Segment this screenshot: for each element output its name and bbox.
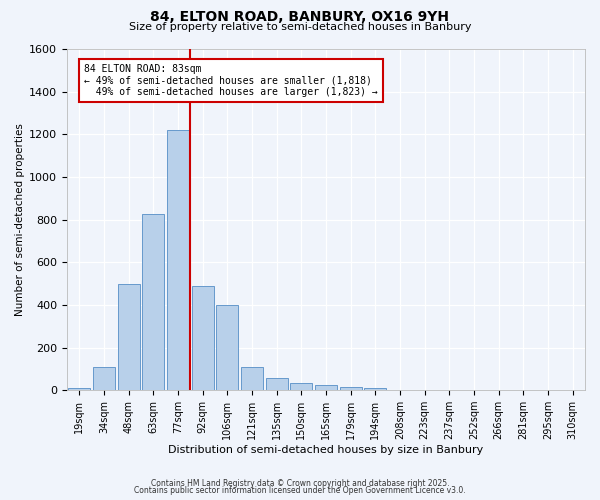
Bar [167, 130, 189, 390]
Bar [364, 388, 386, 390]
Bar [290, 383, 313, 390]
Text: Contains public sector information licensed under the Open Government Licence v3: Contains public sector information licen… [134, 486, 466, 495]
Bar [241, 367, 263, 390]
Bar [266, 378, 288, 390]
Text: 84 ELTON ROAD: 83sqm
← 49% of semi-detached houses are smaller (1,818)
  49% of : 84 ELTON ROAD: 83sqm ← 49% of semi-detac… [84, 64, 378, 97]
Bar [68, 388, 91, 390]
Bar [191, 286, 214, 390]
X-axis label: Distribution of semi-detached houses by size in Banbury: Distribution of semi-detached houses by … [169, 445, 484, 455]
Y-axis label: Number of semi-detached properties: Number of semi-detached properties [15, 123, 25, 316]
Bar [315, 385, 337, 390]
Bar [93, 367, 115, 390]
Text: Size of property relative to semi-detached houses in Banbury: Size of property relative to semi-detach… [129, 22, 471, 32]
Bar [216, 305, 238, 390]
Bar [142, 214, 164, 390]
Text: Contains HM Land Registry data © Crown copyright and database right 2025.: Contains HM Land Registry data © Crown c… [151, 478, 449, 488]
Bar [340, 387, 362, 390]
Text: 84, ELTON ROAD, BANBURY, OX16 9YH: 84, ELTON ROAD, BANBURY, OX16 9YH [151, 10, 449, 24]
Bar [118, 284, 140, 390]
